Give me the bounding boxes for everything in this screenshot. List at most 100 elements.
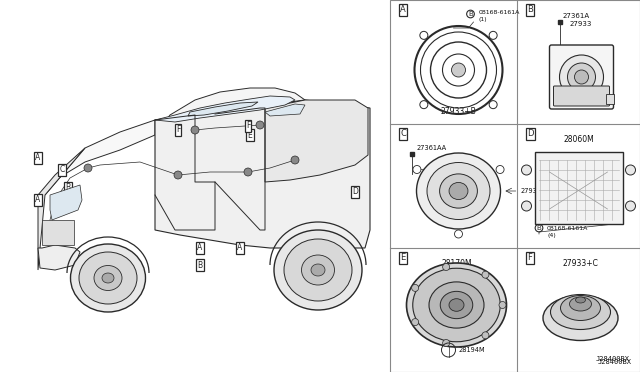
Circle shape (575, 70, 589, 84)
Text: B: B (197, 260, 203, 269)
Circle shape (568, 63, 595, 91)
Text: F: F (176, 125, 180, 135)
Text: 28194M: 28194M (458, 347, 485, 353)
Circle shape (191, 126, 199, 134)
Text: A: A (197, 244, 203, 253)
Text: D: D (527, 129, 533, 138)
Ellipse shape (449, 182, 468, 199)
Ellipse shape (543, 295, 618, 340)
Bar (605, 94, 614, 104)
Ellipse shape (427, 163, 490, 219)
Ellipse shape (561, 295, 600, 321)
Circle shape (451, 63, 465, 77)
Polygon shape (155, 96, 295, 122)
Circle shape (625, 165, 636, 175)
Ellipse shape (79, 252, 137, 304)
Polygon shape (155, 100, 370, 248)
Ellipse shape (94, 266, 122, 291)
Polygon shape (265, 104, 305, 116)
Polygon shape (45, 120, 155, 195)
Bar (534, 152, 623, 224)
Circle shape (443, 340, 450, 346)
Polygon shape (155, 88, 305, 135)
Bar (42, 220, 74, 245)
Text: D: D (352, 187, 358, 196)
Ellipse shape (575, 297, 586, 303)
Ellipse shape (413, 268, 500, 342)
Polygon shape (38, 245, 80, 270)
Text: F: F (246, 122, 250, 131)
Text: F: F (527, 253, 532, 263)
Text: A: A (400, 6, 406, 15)
Text: 27933+C: 27933+C (563, 260, 598, 269)
Polygon shape (50, 185, 82, 220)
Text: 27933+A: 27933+A (520, 188, 552, 194)
Text: B: B (527, 6, 533, 15)
Text: B: B (468, 11, 473, 17)
Circle shape (522, 201, 531, 211)
Text: J28400BX: J28400BX (596, 356, 630, 362)
Circle shape (522, 165, 531, 175)
Polygon shape (265, 100, 368, 182)
Circle shape (420, 31, 428, 39)
Circle shape (244, 168, 252, 176)
Text: A: A (237, 244, 243, 253)
Text: E: E (248, 131, 252, 140)
Ellipse shape (311, 264, 325, 276)
Text: 27361A: 27361A (563, 13, 589, 19)
Circle shape (174, 171, 182, 179)
Polygon shape (188, 102, 258, 116)
Ellipse shape (284, 239, 352, 301)
Text: A: A (35, 196, 40, 205)
Text: C: C (400, 129, 406, 138)
Circle shape (482, 332, 489, 339)
Polygon shape (38, 148, 85, 270)
Text: B: B (536, 225, 541, 231)
FancyBboxPatch shape (554, 86, 609, 106)
Ellipse shape (440, 174, 477, 208)
Ellipse shape (406, 263, 506, 347)
Circle shape (84, 164, 92, 172)
Circle shape (413, 166, 421, 173)
Text: 27361AA: 27361AA (417, 145, 447, 151)
Ellipse shape (550, 295, 611, 330)
Ellipse shape (570, 297, 591, 311)
Circle shape (291, 156, 299, 164)
Ellipse shape (102, 273, 114, 283)
Circle shape (559, 55, 604, 99)
Circle shape (412, 285, 419, 291)
Text: (4): (4) (547, 234, 556, 238)
Ellipse shape (429, 282, 484, 328)
Text: 08168-6161A: 08168-6161A (547, 225, 588, 231)
Circle shape (420, 101, 428, 109)
FancyBboxPatch shape (550, 45, 614, 109)
Circle shape (412, 318, 419, 326)
Circle shape (489, 101, 497, 109)
Text: 28060M: 28060M (563, 135, 594, 144)
Circle shape (489, 31, 497, 39)
Ellipse shape (301, 255, 335, 285)
Circle shape (482, 271, 489, 278)
Circle shape (256, 121, 264, 129)
Ellipse shape (274, 230, 362, 310)
Ellipse shape (440, 291, 473, 319)
Circle shape (443, 263, 450, 270)
Text: 08168-6161A: 08168-6161A (479, 10, 520, 15)
Text: 27933+B: 27933+B (440, 108, 476, 116)
Text: 28170M: 28170M (441, 260, 472, 269)
Text: (1): (1) (479, 16, 487, 22)
Circle shape (496, 166, 504, 173)
Ellipse shape (449, 299, 464, 311)
Circle shape (454, 230, 463, 238)
Ellipse shape (417, 153, 500, 229)
Bar (390, 0, 640, 372)
Text: 27933: 27933 (570, 21, 592, 27)
Text: A: A (35, 154, 40, 163)
Circle shape (499, 301, 506, 308)
Text: J28400BX: J28400BX (598, 359, 632, 365)
Text: E: E (401, 253, 406, 263)
Text: B: B (65, 183, 70, 192)
Circle shape (625, 201, 636, 211)
Text: C: C (60, 166, 65, 174)
Ellipse shape (70, 244, 145, 312)
